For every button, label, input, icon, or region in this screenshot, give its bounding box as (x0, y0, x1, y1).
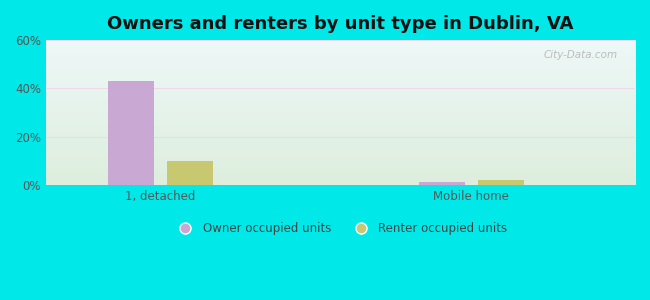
Title: Owners and renters by unit type in Dublin, VA: Owners and renters by unit type in Dubli… (107, 15, 573, 33)
Bar (108, 81, 154, 185)
Legend: Owner occupied units, Renter occupied units: Owner occupied units, Renter occupied un… (168, 217, 512, 239)
Bar (167, 161, 213, 185)
Text: City-Data.com: City-Data.com (543, 50, 618, 60)
Bar (419, 182, 465, 185)
Bar (478, 180, 524, 185)
